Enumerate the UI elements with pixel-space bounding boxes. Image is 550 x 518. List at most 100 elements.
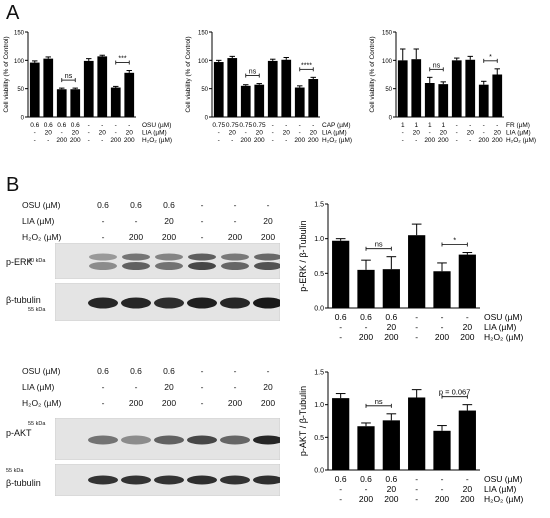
blot-condition-cell: - <box>233 366 237 376</box>
bar <box>29 62 40 117</box>
condition-cell: - <box>469 137 471 144</box>
blot-condition-cell: - <box>101 216 105 226</box>
condition-cell: 20 <box>72 130 80 137</box>
condition-cell: 200 <box>110 137 121 144</box>
condition-row-label: H₂O₂ (µM) <box>506 137 536 144</box>
condition-cell: 200 <box>478 137 489 144</box>
blot-band <box>89 262 117 270</box>
blot-band <box>121 435 151 445</box>
blot1-cond-label-1: LIA (µM) <box>22 216 55 226</box>
condition-cell: 0.6 <box>71 122 80 129</box>
condition-cell: 20 <box>494 130 502 137</box>
blot-condition-cell: - <box>233 382 237 392</box>
condition-cell: 200 <box>254 137 265 144</box>
condition-cell: - <box>469 122 471 129</box>
significance-label: ns <box>65 73 73 80</box>
bar <box>213 62 224 117</box>
condition-cell: - <box>272 137 274 144</box>
bar <box>451 60 462 117</box>
condition-cell: 200 <box>492 137 503 144</box>
condition-cell: - <box>285 122 287 129</box>
condition-cell: - <box>483 122 485 129</box>
condition-cell: 0.75 <box>212 122 225 129</box>
blot-condition-cell: 20 <box>263 216 273 226</box>
condition-row-label: LIA (µM) <box>484 322 516 332</box>
condition-cell: 20 <box>440 130 448 137</box>
blot2-top-kda: 55 kDa <box>28 421 46 427</box>
bar <box>124 72 135 117</box>
blot-band <box>89 253 117 261</box>
condition-cell: 1 <box>428 122 432 129</box>
blot-condition-cell: 20 <box>164 216 174 226</box>
bar <box>397 60 408 117</box>
condition-cell: 0.6 <box>335 312 347 322</box>
condition-cell: - <box>101 122 103 129</box>
condition-cell: 200 <box>124 137 135 144</box>
condition-cell: 0.6 <box>360 474 372 484</box>
blot-condition-cell: 20 <box>164 382 174 392</box>
blot-condition-cell: - <box>134 216 138 226</box>
condition-cell: 20 <box>310 130 318 137</box>
condition-cell: - <box>88 130 90 137</box>
significance-label: **** <box>301 62 312 69</box>
blot-band <box>220 297 250 309</box>
y-axis-label: Cell viability (% of Control) <box>185 36 192 112</box>
blot-condition-cell: 0.6 <box>163 366 175 376</box>
condition-cell: - <box>115 130 117 137</box>
condition-cell: - <box>115 122 117 129</box>
blot-condition-cell: 200 <box>128 232 144 242</box>
condition-row-label: LIA (µM) <box>506 130 531 137</box>
condition-cell: 1 <box>401 122 405 129</box>
panel-label-a: A <box>6 2 20 24</box>
blot-condition-cell: - <box>200 398 204 408</box>
condition-cell: 1 <box>441 122 445 129</box>
condition-cell: - <box>272 130 274 137</box>
blot-condition-cell: 0.6 <box>97 366 109 376</box>
condition-cell: - <box>365 322 368 332</box>
condition-cell: 20 <box>463 322 473 332</box>
blot-band <box>121 297 151 309</box>
bar <box>110 87 121 117</box>
blot-condition-cell: - <box>266 366 270 376</box>
bar <box>408 235 426 308</box>
p-erk-blot-image <box>55 243 280 279</box>
bar <box>308 79 319 117</box>
blot1-top-band-label: p-ERK <box>6 257 33 267</box>
bar <box>97 56 108 117</box>
significance-label: ns <box>375 240 383 249</box>
condition-cell: 0.6 <box>335 474 347 484</box>
condition-cell: - <box>441 474 444 484</box>
condition-row-label: LIA (µM) <box>322 130 347 137</box>
bar <box>438 84 449 117</box>
y-tick-label: 150 <box>382 31 393 37</box>
blot-condition-cell: 200 <box>227 398 243 408</box>
condition-cell: - <box>231 137 233 144</box>
p-erk-quant-chart: 0.0 0.5 1.0 1.5 p-ERK / β-Tubulin ns * 0.6 0.6 0.… <box>298 202 524 343</box>
blot1-cond-label-0: OSU (µM) <box>22 200 61 210</box>
y-tick-label: 100 <box>14 59 25 65</box>
blot-band <box>254 253 280 261</box>
y-axis-label: Cell viability (% of Control) <box>3 36 10 112</box>
blot-band <box>188 253 216 261</box>
condition-row-label: H₂O₂ (µM) <box>484 494 524 504</box>
condition-cell: - <box>339 494 342 504</box>
blot-condition-cell: 0.6 <box>97 200 109 210</box>
condition-cell: - <box>415 312 418 322</box>
condition-row-label: OSU (µM) <box>484 474 523 484</box>
bar <box>70 89 81 117</box>
bar <box>382 269 400 308</box>
condition-cell: - <box>415 137 417 144</box>
bar <box>332 398 350 470</box>
condition-cell: 200 <box>359 494 373 504</box>
blot-condition-cell: 200 <box>260 398 276 408</box>
bar <box>492 74 503 117</box>
condition-cell: - <box>312 122 314 129</box>
blot-band <box>187 297 217 309</box>
blot1-bottom-kda: 55 kDa <box>28 307 46 313</box>
bar <box>465 59 476 117</box>
y-tick-label: 1.5 <box>314 370 324 377</box>
blot-condition-cell: 200 <box>227 232 243 242</box>
blot2-bottom-kda: 55 kDa <box>6 468 24 474</box>
blot-condition-cell: - <box>200 382 204 392</box>
condition-row-label: H₂O₂ (µM) <box>142 137 172 144</box>
